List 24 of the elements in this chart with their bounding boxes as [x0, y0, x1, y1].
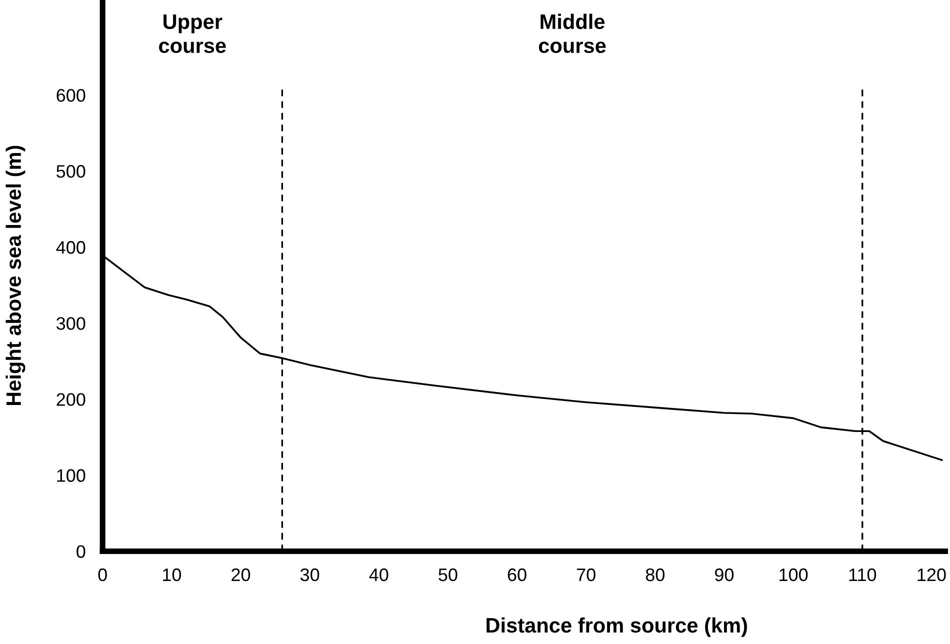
x-tick-label: 80 [646, 568, 664, 582]
y-tick-label: 200 [56, 393, 86, 406]
x-axis-title: Distance from source (km) [486, 617, 747, 637]
y-tick-label: 400 [56, 241, 86, 254]
y-axis-title: Height above sea level (m) [6, 146, 26, 406]
x-tick-label: 40 [369, 568, 388, 582]
x-tick-label: 30 [300, 568, 320, 582]
y-tick-label: 500 [56, 165, 86, 178]
x-tick-label: 100 [780, 568, 808, 582]
y-tick-label: 300 [56, 317, 86, 330]
x-tick-label: 20 [232, 568, 250, 582]
y-tick-label: 600 [56, 88, 86, 102]
x-tick-label: 90 [715, 568, 734, 582]
annotation: Middle course [538, 14, 606, 54]
annotation: Upper course [159, 14, 226, 54]
x-tick-label: 50 [438, 568, 458, 582]
y-tick-label: 100 [57, 469, 86, 482]
x-tick-label: 110 [849, 568, 876, 582]
y-tick-label: 0 [76, 545, 86, 558]
x-tick-label: 60 [508, 568, 526, 582]
x-tick-label: 120 [918, 568, 946, 582]
x-tick-label: 70 [576, 568, 596, 582]
x-tick-label: 0 [98, 568, 107, 582]
x-tick-label: 10 [163, 568, 182, 582]
